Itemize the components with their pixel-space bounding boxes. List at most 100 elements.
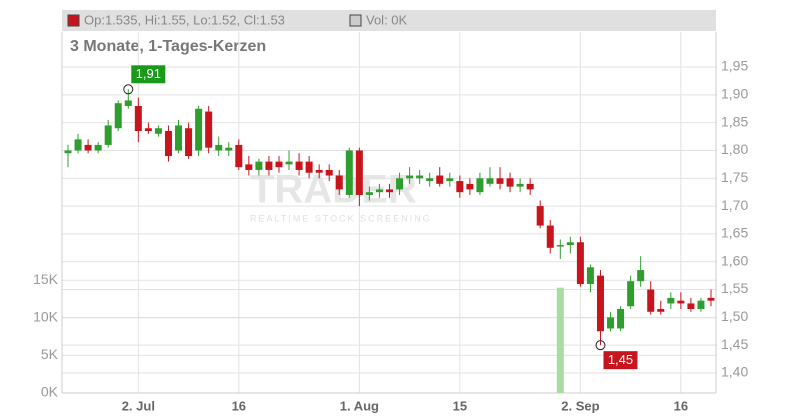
- candle-body: [607, 317, 615, 329]
- candle-body: [345, 150, 353, 195]
- candle-body: [466, 183, 474, 190]
- candle-body: [114, 103, 122, 129]
- candle-body: [74, 139, 82, 151]
- header-band: [62, 10, 716, 31]
- watermark-tagline: REALTIME STOCK SCREENING: [250, 213, 432, 223]
- candle-body: [546, 225, 554, 248]
- y2-tick-label: 10K: [33, 308, 59, 324]
- ohlc-text: Op:1.535, Hi:1.55, Lo:1.52, Cl:1.53: [84, 12, 285, 27]
- y-tick-label: 1,85: [721, 113, 748, 129]
- candle-body: [94, 144, 102, 151]
- candle-body: [586, 267, 594, 284]
- y-tick-label: 1,65: [721, 225, 748, 241]
- candle-body: [335, 175, 343, 190]
- y-tick-label: 1,60: [721, 252, 748, 268]
- x-tick-label: 1. Aug: [340, 398, 379, 413]
- candle-body: [596, 275, 604, 332]
- candle-body: [556, 245, 564, 247]
- candle-body: [386, 189, 393, 193]
- y-tick-label: 1,70: [721, 197, 748, 213]
- candle-body: [456, 181, 464, 193]
- candle-body: [134, 105, 142, 132]
- annotation-label: 1,45: [608, 352, 633, 367]
- candle-body: [486, 178, 494, 184]
- y2-tick-label: 5K: [41, 346, 59, 362]
- y-tick-label: 1,80: [721, 141, 748, 157]
- x-tick-label: 15: [453, 398, 467, 413]
- candle-body: [175, 125, 183, 151]
- candle-body: [506, 178, 514, 187]
- candle-body: [637, 270, 645, 282]
- candle-body: [185, 128, 193, 157]
- candle-body: [104, 125, 112, 145]
- candle-body: [365, 192, 373, 195]
- vol-text: Vol: 0K: [366, 12, 408, 27]
- y-tick-label: 1,75: [721, 169, 748, 185]
- candle-body: [195, 108, 203, 151]
- candle-body: [154, 128, 162, 134]
- candle-body: [627, 281, 635, 307]
- candle-body: [647, 289, 655, 312]
- volume-bar: [556, 287, 564, 393]
- annotation-label: 1,91: [136, 66, 161, 81]
- y-tick-label: 1,55: [721, 280, 748, 296]
- candle-body: [416, 175, 424, 179]
- candle-body: [406, 175, 414, 179]
- candle-body: [375, 189, 383, 193]
- annotation-box: [131, 65, 166, 84]
- candle-body: [657, 309, 665, 312]
- candle-body: [536, 206, 544, 226]
- candle-body: [446, 178, 454, 182]
- candle-body: [245, 164, 253, 170]
- y2-tick-label: 0K: [41, 384, 59, 400]
- annotation-box: [603, 351, 638, 370]
- y-tick-label: 1,40: [721, 364, 748, 380]
- candle-body: [235, 144, 243, 168]
- candle-body: [677, 300, 685, 304]
- candle-body: [566, 242, 574, 246]
- x-tick-label: 2. Sep: [561, 398, 599, 413]
- y-tick-label: 1,95: [721, 58, 748, 74]
- candle-body: [164, 131, 172, 157]
- candle-body: [667, 297, 675, 304]
- candle-body: [426, 178, 434, 182]
- candle-body: [617, 309, 625, 329]
- candle-body: [275, 161, 283, 168]
- candle-body: [215, 144, 223, 151]
- y-tick-label: 1,90: [721, 86, 748, 102]
- candle-body: [305, 161, 313, 173]
- y-tick-label: 1,50: [721, 308, 748, 324]
- y2-tick-label: 15K: [33, 271, 59, 287]
- candle-body: [396, 178, 404, 190]
- candle-body: [84, 144, 92, 151]
- candle-body: [295, 161, 303, 170]
- candle-body: [526, 183, 534, 190]
- x-tick-label: 2. Jul: [122, 398, 155, 413]
- candle-body: [476, 178, 484, 193]
- candle-body: [355, 150, 363, 195]
- candle-body: [255, 161, 263, 170]
- candle-body: [436, 175, 444, 184]
- candle-body: [285, 161, 293, 165]
- x-tick-label: 16: [674, 398, 688, 413]
- ohlc-swatch: [67, 14, 80, 27]
- candle-body: [325, 169, 333, 176]
- candle-body: [496, 178, 504, 184]
- candle-body: [516, 183, 524, 187]
- candle-body: [707, 297, 715, 301]
- candle-body: [576, 242, 584, 284]
- candle-body: [225, 147, 233, 151]
- subtitle: 3 Monate, 1-Tages-Kerzen: [70, 38, 266, 55]
- candle-body: [265, 161, 273, 170]
- candle-body: [205, 111, 213, 148]
- candle-body: [144, 128, 152, 132]
- y-tick-label: 1,45: [721, 336, 748, 352]
- candle-body: [64, 150, 72, 154]
- candle-body: [687, 303, 695, 310]
- candle-body: [124, 100, 132, 106]
- candle-body: [315, 169, 323, 173]
- candle-body: [697, 300, 705, 310]
- x-tick-label: 16: [232, 398, 246, 413]
- annotation-marker: [595, 340, 606, 351]
